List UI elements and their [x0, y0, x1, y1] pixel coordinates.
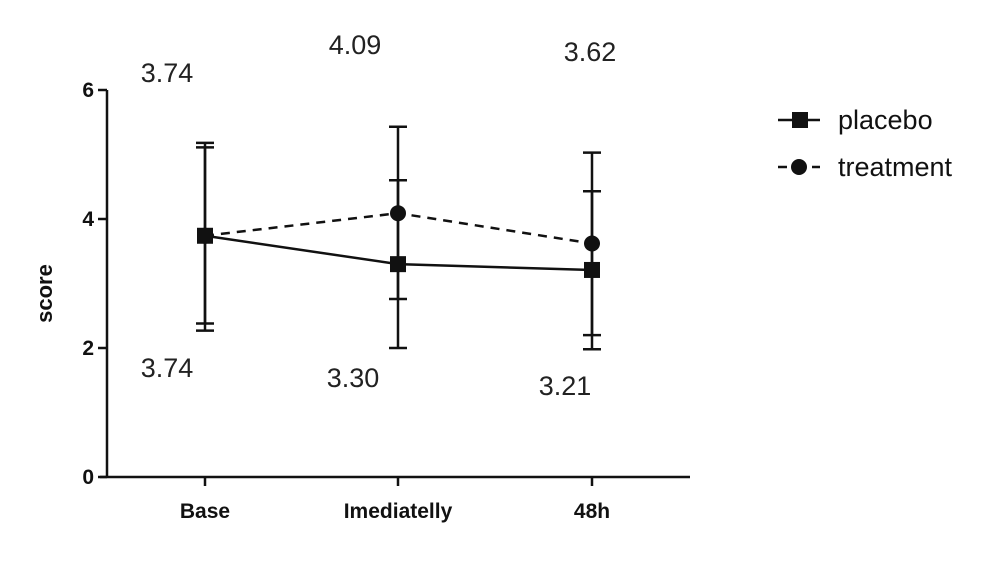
data-label-treatment: 3.74 [141, 58, 194, 88]
x-tick-label: Base [180, 500, 230, 523]
y-tick-label: 0 [82, 466, 94, 489]
x-axis: Base Imediatelly 48h [100, 475, 690, 523]
y-tick-label: 4 [82, 208, 94, 231]
legend-marker-square [792, 112, 808, 128]
error-bars [196, 125, 601, 351]
data-label-placebo: 3.21 [539, 371, 592, 401]
data-label-placebo: 3.74 [141, 353, 194, 383]
data-markers [197, 205, 600, 278]
y-tick-label: 6 [82, 79, 94, 102]
marker-square-placebo [584, 261, 600, 278]
marker-circle-treatment [390, 205, 406, 222]
legend-label-placebo: placebo [838, 105, 933, 135]
legend: placebo treatment [778, 105, 953, 182]
data-label-placebo: 3.30 [327, 363, 380, 393]
marker-square-placebo [390, 256, 406, 273]
legend-label-treatment: treatment [838, 152, 953, 182]
y-tick-label: 2 [82, 337, 94, 360]
marker-circle-treatment [584, 235, 600, 252]
y-axis-title: score [32, 264, 57, 323]
y-axis: 0 2 4 6 [82, 79, 109, 489]
x-tick-label: Imediatelly [344, 500, 453, 523]
marker-circle-treatment [197, 227, 213, 244]
data-label-treatment: 4.09 [329, 30, 382, 60]
x-tick-label: 48h [574, 500, 610, 523]
data-label-treatment: 3.62 [564, 37, 617, 67]
data-labels: 3.74 3.30 3.21 3.74 4.09 3.62 [141, 30, 617, 401]
legend-marker-circle [791, 159, 807, 175]
